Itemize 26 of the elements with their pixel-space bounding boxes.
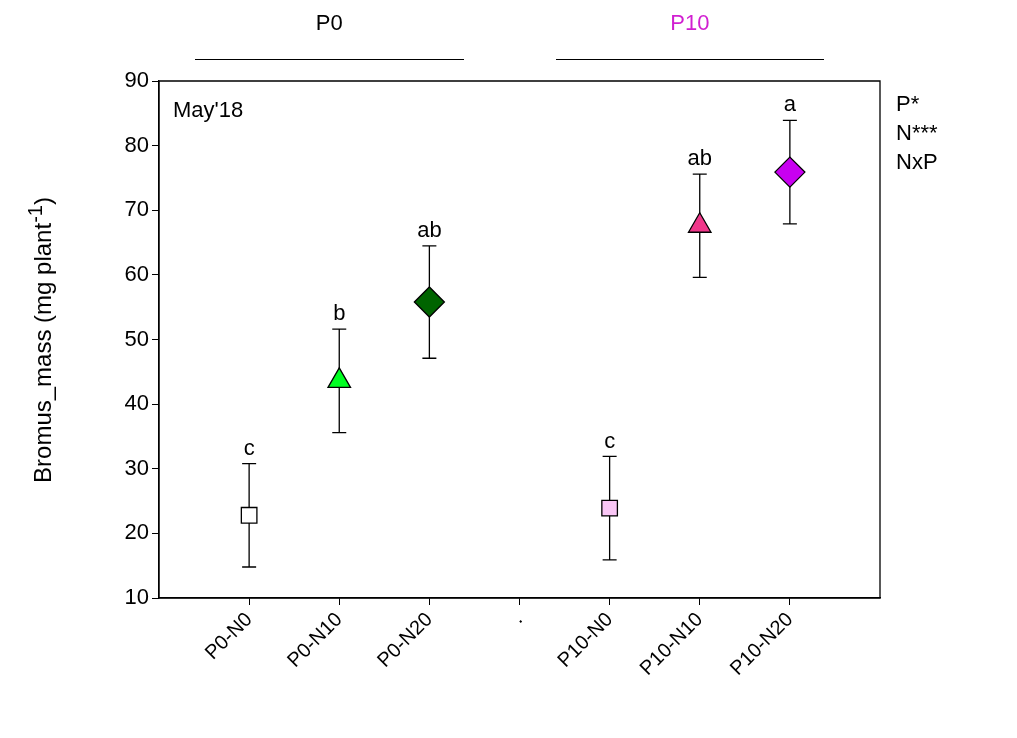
text: P* xyxy=(896,91,920,117)
annotation: b xyxy=(333,300,346,326)
x-tick-label: . xyxy=(506,607,527,628)
annotation: a xyxy=(783,91,797,117)
y-tick-label: 50 xyxy=(124,325,149,351)
y-tick-label: 40 xyxy=(124,390,149,416)
point xyxy=(240,506,258,524)
point xyxy=(601,499,619,517)
y-tick-label: 70 xyxy=(124,196,149,222)
y-tick-label: 20 xyxy=(124,519,149,545)
text: N*** xyxy=(896,120,938,146)
y-tick-label: 90 xyxy=(124,67,149,93)
text: P0 xyxy=(315,10,343,36)
annotation: c xyxy=(243,434,255,460)
y-tick-label: 30 xyxy=(124,454,149,480)
y-tick-label: 80 xyxy=(124,131,149,157)
text: P10 xyxy=(670,10,710,36)
y-tick-label: 10 xyxy=(124,584,149,610)
annotation: May'18 xyxy=(173,97,244,123)
text: NxP xyxy=(896,149,938,175)
y-tick-label: 60 xyxy=(124,260,149,286)
annotation: ab xyxy=(417,216,442,242)
point xyxy=(413,286,446,318)
point xyxy=(774,156,806,188)
annotation: ab xyxy=(687,145,712,171)
annotation: c xyxy=(604,427,616,453)
